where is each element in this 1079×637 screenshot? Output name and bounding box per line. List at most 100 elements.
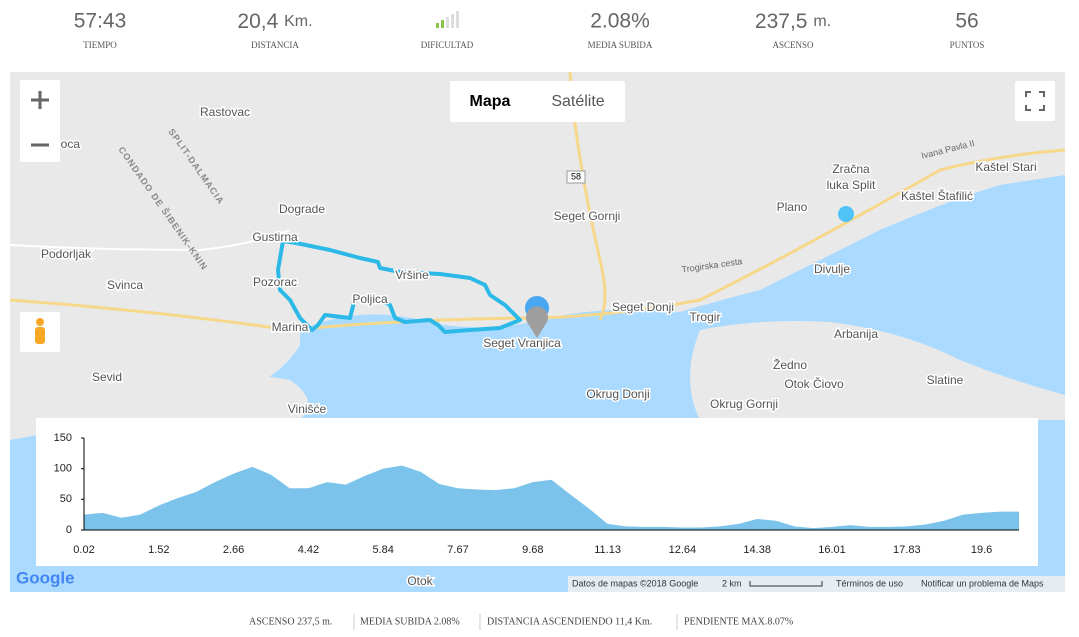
road-number: 58 <box>571 171 581 181</box>
island <box>690 321 1065 420</box>
bar-icon <box>436 23 439 28</box>
stat-unit: m. <box>813 13 831 30</box>
place-label: Gustirna <box>252 230 298 244</box>
road-shield <box>566 170 586 184</box>
footer-item: MEDIA SUBIDA 2.08% <box>360 616 460 627</box>
attribution-bar <box>568 576 1065 592</box>
stat-label: ASCENSO <box>772 40 814 50</box>
elevation-area <box>84 465 1019 530</box>
x-tick-label: 11.13 <box>594 544 621 556</box>
stat-value: 56 <box>955 10 978 33</box>
place-label: Okrug Gornji <box>710 397 778 411</box>
google-logo: Google <box>16 568 75 587</box>
place-label: Seget Gornji <box>554 209 621 223</box>
footer: ASCENSO 237,5 m. MEDIA SUBIDA 2.08% DIST… <box>249 614 793 630</box>
airport-icon <box>838 206 854 222</box>
y-tick-label: 0 <box>66 524 72 536</box>
y-tick-label: 100 <box>54 463 72 475</box>
map-button[interactable]: Mapa <box>470 93 511 110</box>
peninsula <box>10 355 308 420</box>
place-label: Divulje <box>814 262 850 276</box>
place-label: Kaštel Štafilić <box>901 188 973 203</box>
place-label: Marina <box>272 320 309 334</box>
x-tick-label: 2.66 <box>223 544 244 556</box>
stat-label: MEDIA SUBIDA <box>588 40 653 50</box>
stat-number: 237,5 <box>755 10 808 33</box>
place-label: Seget Donji <box>612 300 674 314</box>
place-label: Rastovac <box>200 105 250 119</box>
place-label: Vinišće <box>288 402 327 416</box>
x-tick-label: 0.02 <box>73 544 94 556</box>
fullscreen-button[interactable] <box>1015 81 1055 121</box>
map-data: Datos de mapas ©2018 Google <box>572 578 698 588</box>
place-label: Zračna <box>832 162 870 176</box>
footer-item: DISTANCIA ASCENDIENDO 11,4 Km. <box>487 616 652 627</box>
road <box>10 148 1065 332</box>
place-label: Svinca <box>107 278 143 292</box>
stat-value: 57:43 <box>74 10 127 33</box>
scale-label: 2 km <box>722 578 742 588</box>
difficulty-icon <box>436 11 459 28</box>
x-tick-label: 9.68 <box>522 544 543 556</box>
bar-icon <box>456 11 459 28</box>
x-tick-label: 7.67 <box>447 544 468 556</box>
place-label: Seget Vranjica <box>483 336 561 350</box>
place-label: Arbanija <box>834 327 878 341</box>
x-tick-label: 12.64 <box>669 544 697 556</box>
bar-icon <box>446 17 449 28</box>
stat-label: DISTANCIA <box>251 40 299 50</box>
x-tick-label: 16.01 <box>818 544 846 556</box>
place-label: Vršine <box>395 268 429 282</box>
zoom-control <box>20 80 60 162</box>
place-label: Plano <box>777 200 808 214</box>
terms-link[interactable]: Términos de uso <box>836 578 903 588</box>
route <box>276 239 522 334</box>
y-tick-label: 150 <box>54 432 72 444</box>
place-label: Poljica <box>352 292 388 306</box>
place-labels: RastovacDocaDogradeGustirnaPodorljakSvin… <box>39 104 1038 590</box>
place-label: Otok Čiovo <box>784 376 844 391</box>
x-tick-label: 4.42 <box>298 544 319 556</box>
place-label: Kaštel Stari <box>975 160 1036 174</box>
elevation-chart: 0 50 100 150 0.02 1.52 2.66 4.42 5.84 7.67 9.68 11.… <box>36 418 1038 566</box>
place-label: Dograde <box>279 202 325 216</box>
y-tick-label: 50 <box>60 493 72 505</box>
x-tick-label: 1.52 <box>148 544 169 556</box>
map-type-control <box>450 81 625 122</box>
scale-bar <box>749 581 823 587</box>
x-tick-label: 19.6 <box>971 544 992 556</box>
pegman-icon <box>36 318 44 326</box>
place-label: luka Split <box>827 178 876 192</box>
place-label: Pozorac <box>253 275 297 289</box>
footer-item: ASCENSO 237,5 m. <box>249 616 332 627</box>
x-tick-label: 5.84 <box>372 544 393 556</box>
x-tick-label: 17.83 <box>893 544 921 556</box>
stat-value: 237,5 m. <box>755 10 831 33</box>
stat-number: 20,4 <box>237 10 278 33</box>
place-label: Otok <box>407 574 433 588</box>
place-label: Sevid <box>92 370 122 384</box>
place-label: Slatine <box>927 373 964 387</box>
end-marker <box>526 306 548 338</box>
place-label: Podorljak <box>41 247 92 261</box>
bar-icon <box>441 20 444 28</box>
footer-item: PENDIENTE MAX.8.07% <box>684 616 793 627</box>
stat-label: PUNTOS <box>950 40 985 50</box>
report-link[interactable]: Notificar un problema de Maps <box>921 578 1044 588</box>
stat-value: 20,4 Km. <box>237 10 312 33</box>
place-label: Okrug Donji <box>586 387 649 401</box>
fullscreen-icon <box>1025 91 1045 111</box>
place-label: Trogir <box>690 310 721 324</box>
road <box>10 229 291 252</box>
zoom-in[interactable] <box>31 91 49 109</box>
place-label: Žedno <box>773 357 807 372</box>
stat-value: 2.08% <box>590 10 650 33</box>
x-tick-label: 14.38 <box>743 544 771 556</box>
stat-label: DIFICULTAD <box>421 40 474 50</box>
bar-icon <box>451 14 454 28</box>
stat-label: TIEMPO <box>83 40 117 50</box>
satellite-button[interactable]: Satélite <box>551 93 604 110</box>
stat-unit: Km. <box>284 13 312 30</box>
stats-bar: 57:43 TIEMPO 20,4 Km. DISTANCIA DIFICULT… <box>74 10 985 51</box>
